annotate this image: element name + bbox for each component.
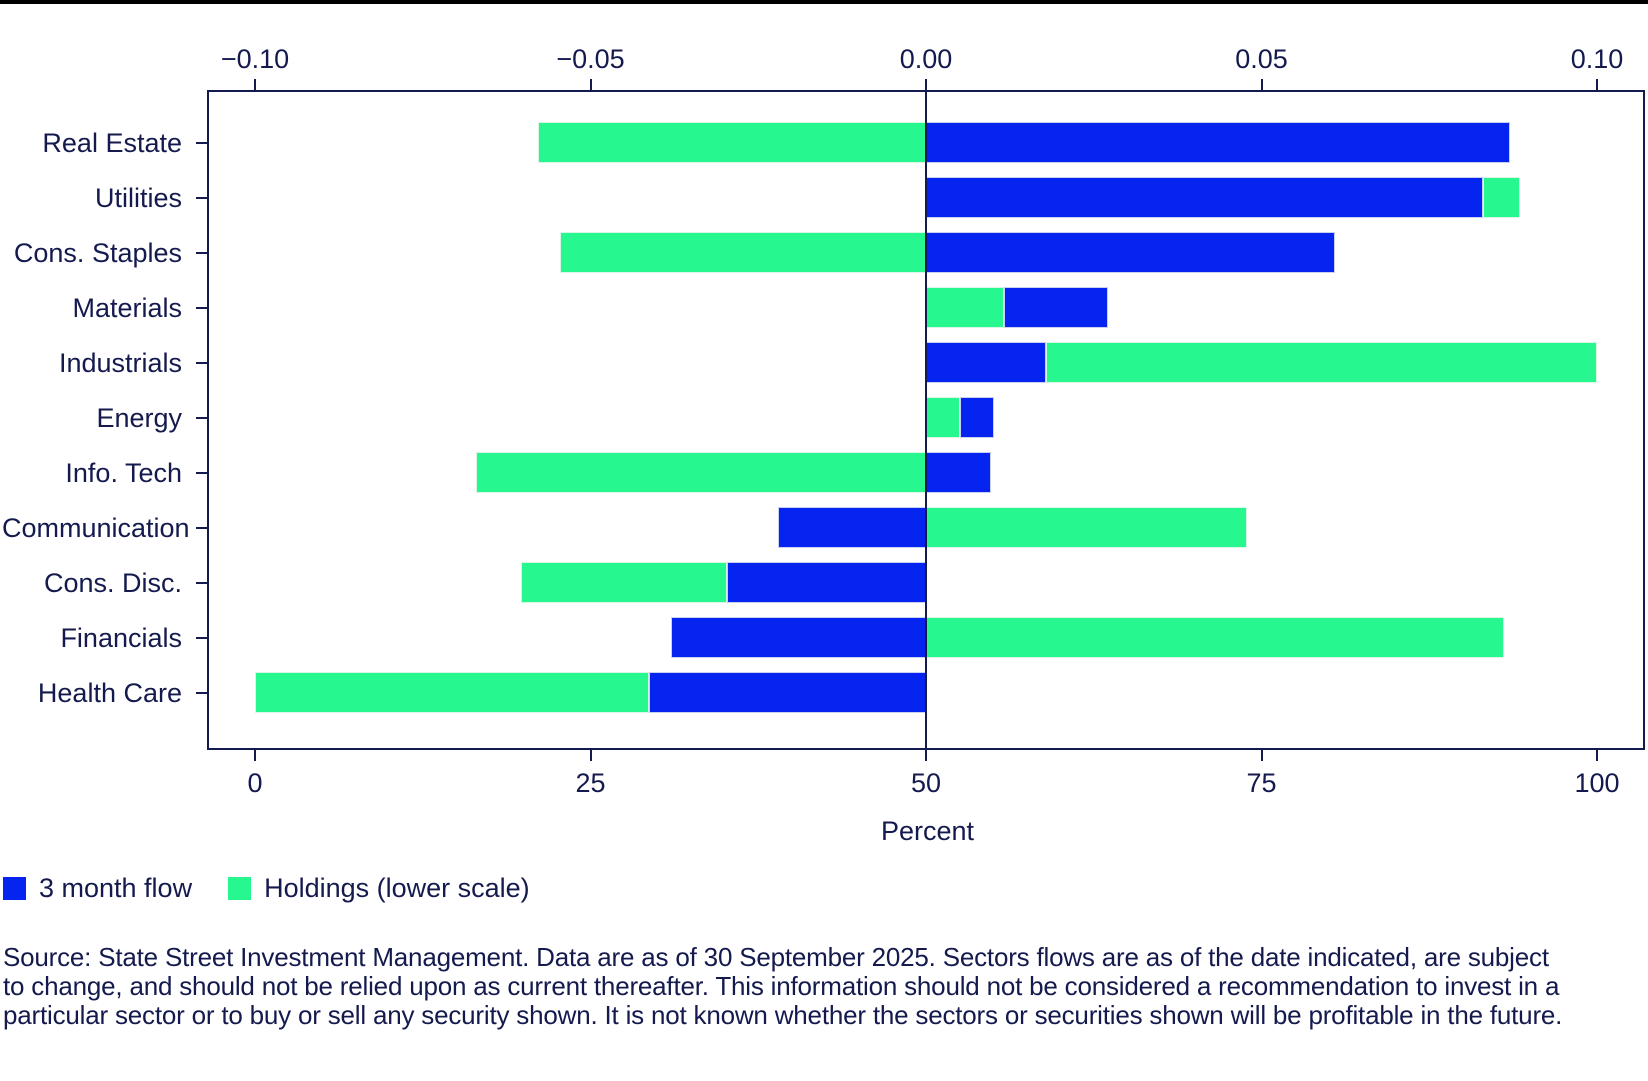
category-label-cons-disc: Cons. Disc. [43,567,182,598]
category-label-utilities: Utilities [94,182,182,213]
category-label-real-estate: Real Estate [42,127,182,158]
holdings-bar-info-tech [476,452,926,493]
category-tick-real-estate [196,141,207,144]
flow-bar-cons-disc [726,562,926,603]
top-tick-3 [1260,79,1263,90]
legend-item-flow: 3 month flow [3,873,192,904]
category-label-info-tech: Info. Tech [65,457,182,488]
bottom-tick-2 [925,750,927,761]
flow-bar-communication [778,507,926,548]
category-tick-industrials [196,361,207,364]
category-label-health-care: Health Care [37,677,182,708]
holdings-bar-financials [926,617,1505,658]
top-tick-2 [925,79,927,90]
holdings-bar-materials [926,287,1004,328]
category-tick-communication [196,526,207,529]
bottom-tick-4 [1596,750,1598,761]
flow-bar-energy [959,397,995,438]
holdings-color-swatch [228,877,252,900]
flow-bar-cons-staples [926,232,1336,273]
flow-bar-info-tech [926,452,992,493]
legend-item-holdings: Holdings (lower scale) [228,873,530,904]
category-label-communication: Communication [2,512,190,543]
category-label-financials: Financials [60,622,182,653]
category-label-materials: Materials [72,292,182,323]
top-tick-label-0: −0.10 [220,44,290,74]
category-label-energy: Energy [96,402,182,433]
holdings-bar-communication [926,507,1247,548]
bottom-tick-label-0: 0 [247,768,263,798]
top-tick-label-3: 0.05 [1235,44,1288,74]
category-tick-cons-disc [196,581,207,584]
bottom-tick-label-4: 100 [1574,768,1620,798]
top-tick-1 [589,79,592,90]
bottom-tick-label-2: 50 [910,768,942,798]
flow-bar-real-estate [926,122,1510,163]
flow-bar-health-care [648,672,926,713]
bottom-tick-3 [1260,750,1263,761]
holdings-bar-health-care [255,672,649,713]
holdings-bar-real-estate [538,122,926,163]
source-line-1: Source: State Street Investment Manageme… [3,942,1549,972]
top-divider-rule [0,0,1648,4]
category-tick-materials [196,306,207,309]
legend-label-flow: 3 month flow [39,873,193,903]
legend: 3 month flow Holdings (lower scale) [3,873,530,904]
legend-label-holdings: Holdings (lower scale) [264,873,530,903]
top-tick-label-4: 0.10 [1570,44,1624,74]
flow-bar-financials [671,617,926,658]
category-tick-energy [196,416,207,419]
category-tick-utilities [196,196,207,199]
category-label-cons-staples: Cons. Staples [13,237,182,268]
category-tick-health-care [196,691,207,694]
bottom-tick-0 [254,750,256,761]
top-tick-0 [254,79,256,90]
category-tick-info-tech [196,471,207,474]
holdings-bar-cons-staples [559,232,926,273]
category-tick-cons-staples [196,251,207,254]
zero-baseline [925,90,927,750]
flow-color-swatch [3,877,26,900]
flow-bar-industrials [926,342,1047,383]
category-label-industrials: Industrials [58,347,182,378]
holdings-bar-utilities [1482,177,1521,218]
top-tick-label-1: −0.05 [556,44,625,74]
bottom-tick-label-3: 75 [1246,768,1277,798]
holdings-bar-cons-disc [521,562,727,603]
category-tick-financials [196,636,207,639]
source-note: Source: State Street Investment Manageme… [3,943,1562,1030]
bottom-tick-label-1: 25 [575,768,606,798]
flow-bar-utilities [926,177,1483,218]
holdings-bar-energy [926,397,960,438]
flow-bar-materials [1003,287,1108,328]
top-tick-4 [1596,79,1598,90]
source-line-2: to change, and should not be relied upon… [3,971,1560,1001]
top-tick-label-2: 0.00 [899,44,953,74]
source-line-3: particular sector or to buy or sell any … [3,1000,1563,1030]
holdings-bar-industrials [1046,342,1597,383]
bottom-tick-1 [589,750,592,761]
bottom-axis-title: Percent [881,816,975,846]
